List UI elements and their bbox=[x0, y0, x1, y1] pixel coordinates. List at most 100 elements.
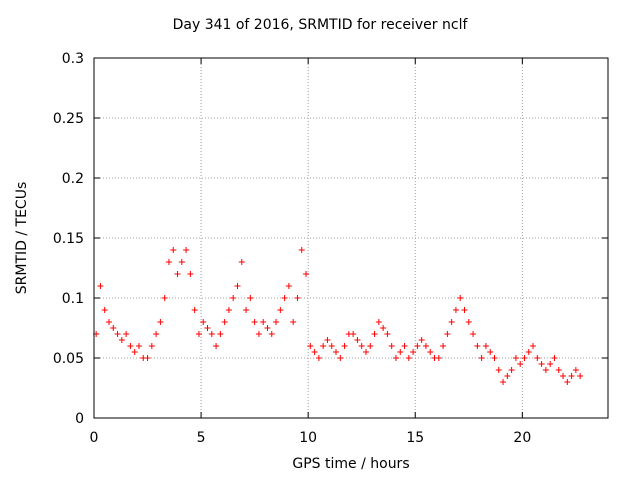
data-point bbox=[221, 319, 228, 325]
data-point bbox=[161, 295, 168, 301]
data-point bbox=[547, 361, 554, 367]
data-point bbox=[465, 319, 472, 325]
data-point bbox=[277, 307, 284, 313]
data-point bbox=[371, 331, 378, 337]
data-point bbox=[251, 319, 258, 325]
data-point bbox=[508, 367, 515, 373]
x-tick-label: 20 bbox=[513, 430, 531, 446]
data-point bbox=[354, 337, 361, 343]
data-point bbox=[410, 349, 417, 355]
x-tick-label: 0 bbox=[90, 430, 99, 446]
x-axis-label: GPS time / hours bbox=[292, 456, 410, 472]
data-point bbox=[560, 373, 567, 379]
data-point bbox=[183, 247, 190, 253]
data-point bbox=[311, 349, 318, 355]
data-point bbox=[470, 331, 477, 337]
data-point bbox=[234, 283, 241, 289]
data-point bbox=[105, 319, 112, 325]
data-point bbox=[504, 373, 511, 379]
data-point bbox=[427, 349, 434, 355]
data-point bbox=[405, 355, 412, 361]
data-point bbox=[530, 343, 537, 349]
data-point bbox=[264, 325, 271, 331]
data-point bbox=[350, 331, 357, 337]
data-point bbox=[294, 295, 301, 301]
data-point bbox=[315, 355, 322, 361]
data-point bbox=[440, 343, 447, 349]
data-point bbox=[320, 343, 327, 349]
data-point bbox=[397, 349, 404, 355]
data-point bbox=[414, 343, 421, 349]
data-point bbox=[273, 319, 280, 325]
y-tick-label: 0.25 bbox=[53, 111, 84, 127]
data-point bbox=[191, 307, 198, 313]
data-point bbox=[114, 331, 121, 337]
data-point bbox=[127, 343, 134, 349]
data-point bbox=[97, 283, 104, 289]
data-point bbox=[247, 295, 254, 301]
data-point bbox=[110, 325, 117, 331]
y-tick-label: 0.05 bbox=[53, 351, 84, 367]
data-point bbox=[307, 343, 314, 349]
data-point bbox=[135, 343, 142, 349]
data-point bbox=[255, 331, 262, 337]
data-point bbox=[213, 343, 220, 349]
y-axis-label: SRMTID / TECUs bbox=[14, 181, 30, 295]
data-point bbox=[187, 271, 194, 277]
data-point bbox=[534, 355, 541, 361]
data-point bbox=[487, 349, 494, 355]
data-point bbox=[153, 331, 160, 337]
data-point bbox=[564, 379, 571, 385]
data-point bbox=[367, 343, 374, 349]
data-point bbox=[375, 319, 382, 325]
data-point bbox=[290, 319, 297, 325]
data-point bbox=[538, 361, 545, 367]
data-point bbox=[482, 343, 489, 349]
data-point bbox=[123, 331, 130, 337]
data-point bbox=[444, 331, 451, 337]
data-point bbox=[333, 349, 340, 355]
data-point bbox=[174, 271, 181, 277]
data-point bbox=[392, 355, 399, 361]
plot-frame bbox=[93, 57, 609, 419]
x-tick-label: 10 bbox=[299, 430, 317, 446]
data-point bbox=[495, 367, 502, 373]
data-point bbox=[521, 355, 528, 361]
data-point bbox=[478, 355, 485, 361]
data-point bbox=[178, 259, 185, 265]
data-point bbox=[500, 379, 507, 385]
data-point bbox=[525, 349, 532, 355]
y-tick-label: 0 bbox=[75, 411, 84, 427]
data-point bbox=[491, 355, 498, 361]
data-point bbox=[474, 343, 481, 349]
data-point bbox=[517, 361, 524, 367]
data-point bbox=[195, 331, 202, 337]
data-point bbox=[118, 337, 125, 343]
data-point bbox=[461, 307, 468, 313]
data-point bbox=[448, 319, 455, 325]
data-point bbox=[268, 331, 275, 337]
data-point bbox=[457, 295, 464, 301]
data-point bbox=[452, 307, 459, 313]
data-point bbox=[384, 331, 391, 337]
data-point bbox=[380, 325, 387, 331]
data-point bbox=[144, 355, 151, 361]
data-point bbox=[157, 319, 164, 325]
data-point bbox=[298, 247, 305, 253]
data-point bbox=[101, 307, 108, 313]
y-tick-label: 0.15 bbox=[53, 231, 84, 247]
data-point bbox=[388, 343, 395, 349]
data-point bbox=[225, 307, 232, 313]
data-point bbox=[204, 325, 211, 331]
data-point bbox=[238, 259, 245, 265]
data-point bbox=[422, 343, 429, 349]
data-point bbox=[303, 271, 310, 277]
data-point bbox=[418, 337, 425, 343]
data-point bbox=[512, 355, 519, 361]
chart-title: Day 341 of 2016, SRMTID for receiver ncl… bbox=[172, 17, 468, 33]
data-point bbox=[285, 283, 292, 289]
data-point bbox=[542, 367, 549, 373]
data-point bbox=[362, 349, 369, 355]
data-point bbox=[243, 307, 250, 313]
